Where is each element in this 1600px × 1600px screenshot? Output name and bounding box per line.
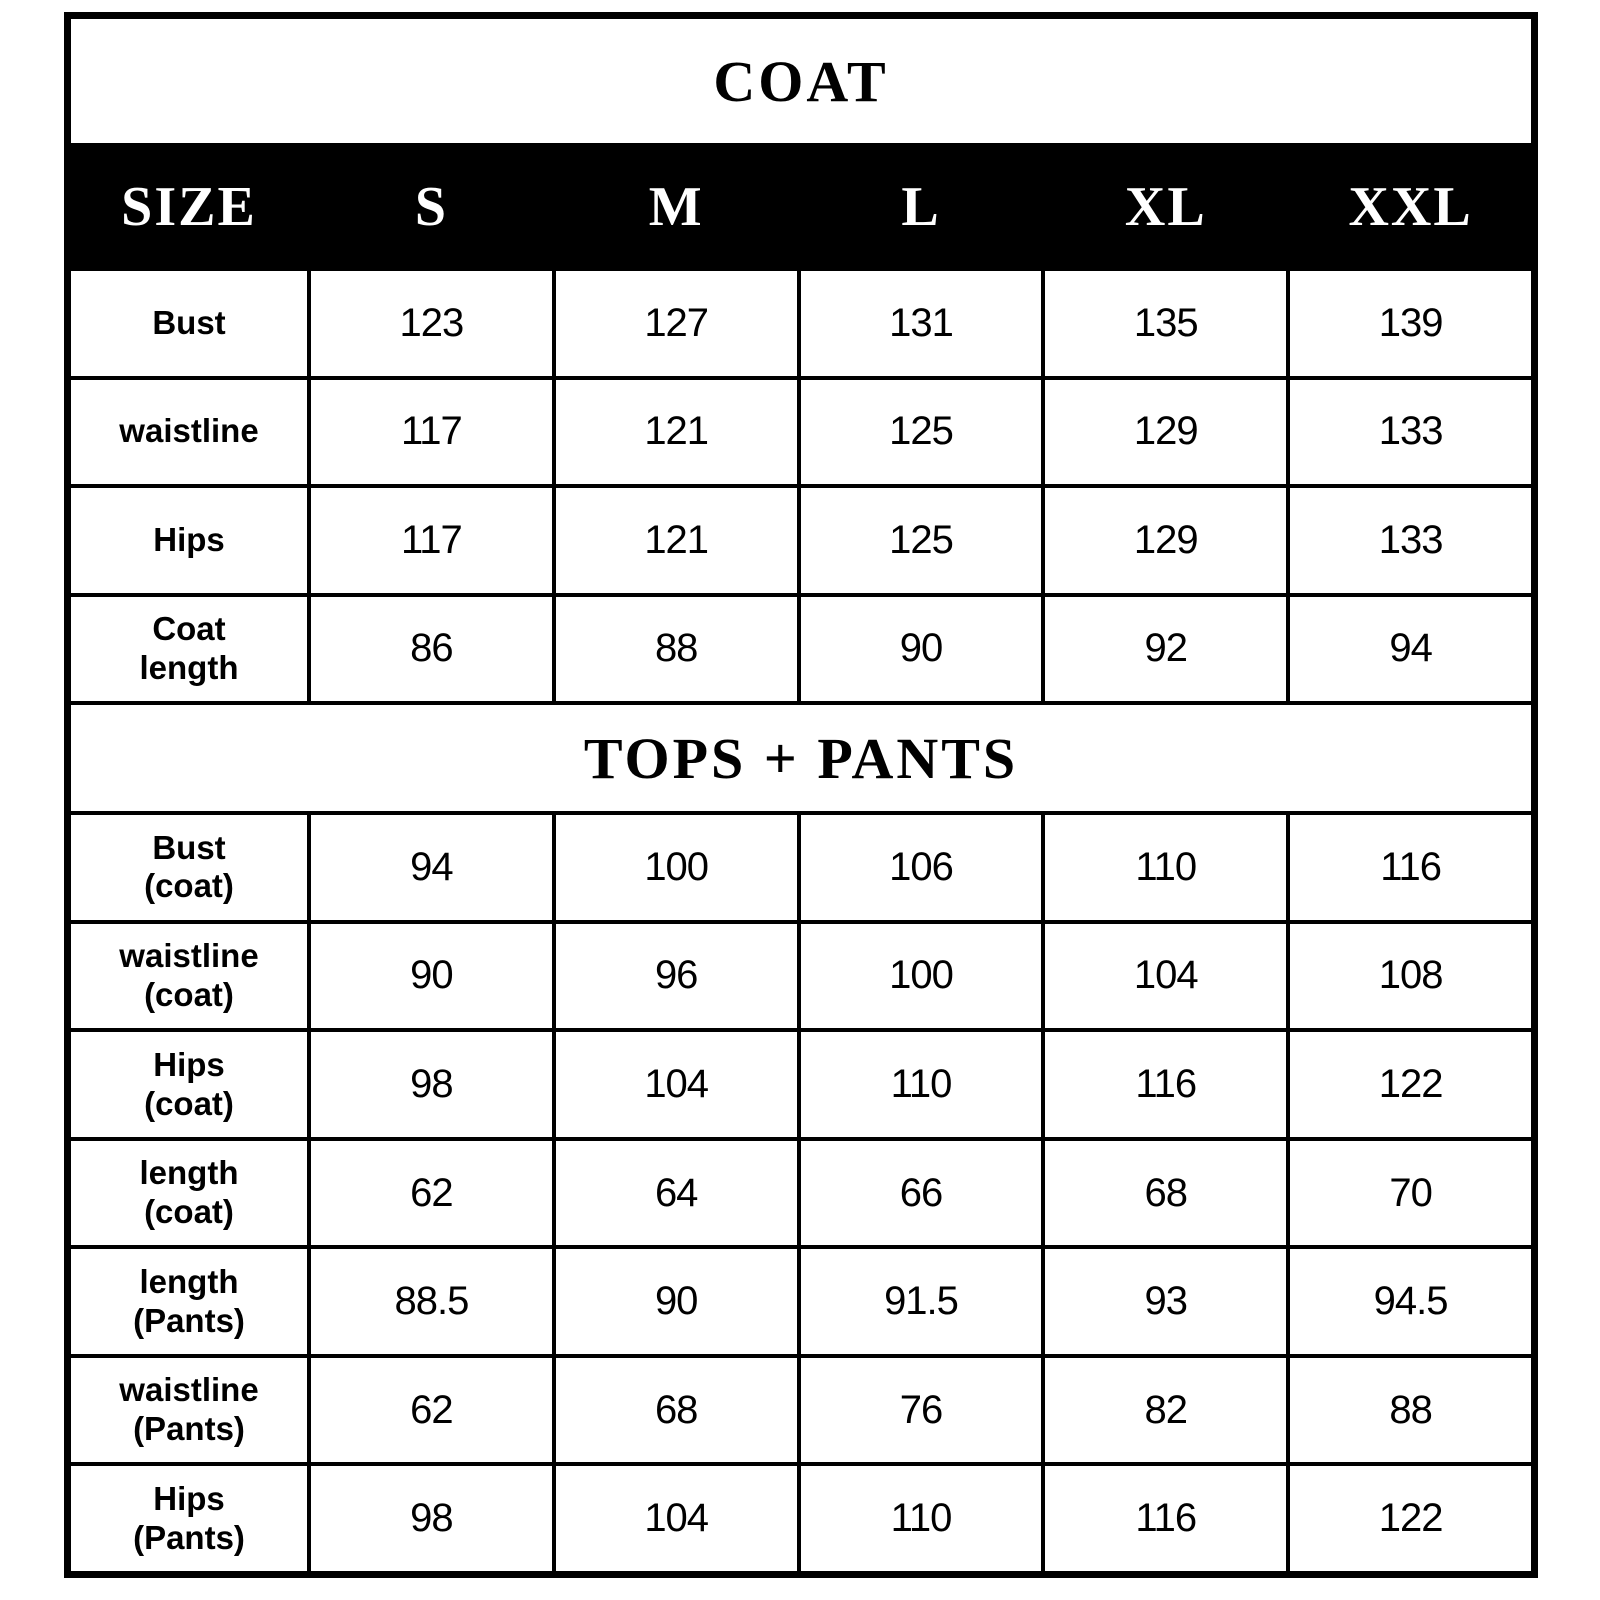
- cell-value: 98: [311, 1466, 552, 1571]
- size-col-xxl: XXL: [1290, 147, 1531, 267]
- cell-value: 88: [1290, 1357, 1531, 1463]
- cell-value: 93: [1045, 1249, 1287, 1354]
- cell-value: 116: [1045, 1466, 1287, 1571]
- cell-value: 94.5: [1290, 1249, 1531, 1354]
- cell-value: 121: [555, 488, 797, 593]
- cell-value: 122: [1290, 1466, 1531, 1571]
- cell-value: 92: [1045, 596, 1287, 702]
- row-label: Bust (coat): [71, 815, 307, 920]
- cell-value: 62: [311, 1357, 552, 1463]
- cell-value: 129: [1045, 379, 1287, 485]
- cell-value: 125: [800, 488, 1042, 593]
- cell-value: 116: [1045, 1032, 1287, 1137]
- cell-value: 68: [1045, 1140, 1287, 1246]
- cell-value: 110: [800, 1032, 1042, 1137]
- cell-value: 121: [555, 379, 797, 485]
- cell-value: 91.5: [800, 1249, 1042, 1354]
- cell-value: 94: [311, 815, 552, 920]
- cell-value: 104: [555, 1032, 797, 1137]
- cell-value: 133: [1290, 488, 1531, 593]
- cell-value: 117: [311, 488, 552, 593]
- row-label: length (Pants): [71, 1249, 307, 1354]
- size-chart-table: COAT SIZE S M L XL XXL Bust 123 127 131 …: [64, 12, 1538, 1578]
- cell-value: 86: [311, 596, 552, 702]
- cell-value: 82: [1045, 1357, 1287, 1463]
- cell-value: 108: [1290, 923, 1531, 1029]
- row-label: waistline (Pants): [71, 1357, 307, 1463]
- cell-value: 104: [1045, 923, 1287, 1029]
- size-col-s: S: [311, 147, 552, 267]
- row-label: Hips (coat): [71, 1032, 307, 1137]
- size-col-m: M: [555, 147, 797, 267]
- coat-section-title: COAT: [71, 19, 1531, 143]
- cell-value: 116: [1290, 815, 1531, 920]
- cell-value: 64: [555, 1140, 797, 1246]
- cell-value: 123: [311, 271, 552, 376]
- cell-value: 127: [555, 271, 797, 376]
- cell-value: 104: [555, 1466, 797, 1571]
- size-col-l: L: [800, 147, 1042, 267]
- cell-value: 131: [800, 271, 1042, 376]
- cell-value: 66: [800, 1140, 1042, 1246]
- cell-value: 88.5: [311, 1249, 552, 1354]
- cell-value: 76: [800, 1357, 1042, 1463]
- cell-value: 62: [311, 1140, 552, 1246]
- cell-value: 110: [1045, 815, 1287, 920]
- cell-value: 94: [1290, 596, 1531, 702]
- row-label: waistline: [71, 379, 307, 485]
- row-label: Hips (Pants): [71, 1466, 307, 1571]
- cell-value: 96: [555, 923, 797, 1029]
- cell-value: 100: [800, 923, 1042, 1029]
- row-label: waistline (coat): [71, 923, 307, 1029]
- cell-value: 68: [555, 1357, 797, 1463]
- cell-value: 122: [1290, 1032, 1531, 1137]
- cell-value: 100: [555, 815, 797, 920]
- cell-value: 139: [1290, 271, 1531, 376]
- cell-value: 88: [555, 596, 797, 702]
- row-label: Coat length: [71, 596, 307, 702]
- cell-value: 70: [1290, 1140, 1531, 1246]
- cell-value: 90: [311, 923, 552, 1029]
- cell-value: 90: [555, 1249, 797, 1354]
- cell-value: 135: [1045, 271, 1287, 376]
- cell-value: 110: [800, 1466, 1042, 1571]
- cell-value: 90: [800, 596, 1042, 702]
- size-header-label: SIZE: [71, 147, 307, 267]
- cell-value: 129: [1045, 488, 1287, 593]
- cell-value: 133: [1290, 379, 1531, 485]
- cell-value: 117: [311, 379, 552, 485]
- row-label: Bust: [71, 271, 307, 376]
- tops-pants-section-title: TOPS + PANTS: [71, 705, 1531, 812]
- cell-value: 98: [311, 1032, 552, 1137]
- row-label: length (coat): [71, 1140, 307, 1246]
- size-col-xl: XL: [1045, 147, 1287, 267]
- cell-value: 125: [800, 379, 1042, 485]
- row-label: Hips: [71, 488, 307, 593]
- cell-value: 106: [800, 815, 1042, 920]
